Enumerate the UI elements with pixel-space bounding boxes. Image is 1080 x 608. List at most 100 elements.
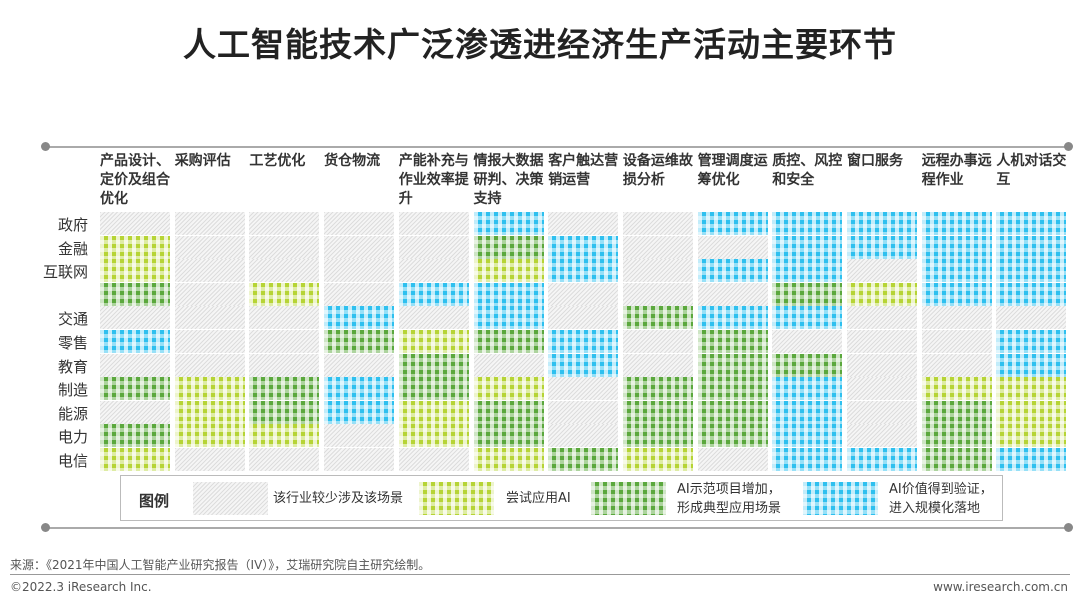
legend-swatch-demo — [591, 482, 666, 515]
row-label: 电力 — [57, 428, 88, 447]
matrix-cell — [697, 306, 768, 330]
matrix-cell — [174, 235, 245, 259]
matrix-cell — [174, 259, 245, 283]
matrix-cell — [996, 282, 1067, 306]
matrix-cell — [772, 424, 843, 448]
divider-dot — [1064, 142, 1073, 151]
matrix-cell — [772, 353, 843, 377]
copyright: ©2022.3 iResearch Inc. — [10, 580, 152, 594]
matrix-cell — [772, 377, 843, 401]
legend: 图例 该行业较少涉及该场景 尝试应用AI AI示范项目增加， 形成典型应用场景 … — [120, 475, 1003, 521]
legend-label-scale-1: AI价值得到验证， — [889, 482, 993, 497]
matrix-cell — [548, 259, 619, 283]
matrix-cell — [174, 424, 245, 448]
matrix-cell — [100, 282, 170, 306]
matrix-cell — [622, 424, 693, 448]
matrix-cell — [622, 306, 693, 330]
matrix-cell — [921, 259, 992, 283]
top-divider — [45, 146, 1068, 148]
matrix-cell — [398, 424, 469, 448]
matrix-cell — [398, 377, 469, 401]
legend-label-demo-2: 形成典型应用场景 — [677, 501, 782, 516]
matrix-cell — [100, 353, 170, 377]
matrix-cell — [996, 330, 1067, 353]
column-header: 窗口服务 — [847, 153, 903, 169]
matrix-cell — [847, 235, 917, 259]
matrix-cell — [174, 448, 245, 471]
matrix-cell — [847, 282, 917, 306]
website-link[interactable]: www.iresearch.com.cn — [933, 580, 1068, 594]
matrix-cell — [249, 282, 320, 306]
column-header: 情报大数据研判、决策支持 — [473, 153, 544, 207]
matrix-cell — [847, 306, 917, 330]
matrix-cell — [473, 212, 544, 235]
matrix-cell — [174, 282, 245, 306]
matrix-cell — [548, 306, 619, 330]
matrix-cell — [249, 259, 320, 283]
matrix-cell — [473, 259, 544, 283]
matrix-cell — [398, 282, 469, 306]
matrix-cell — [100, 330, 170, 353]
column-header: 采购评估 — [174, 153, 231, 169]
row-label: 政府 — [57, 216, 88, 234]
row-label: 零售 — [57, 334, 88, 352]
divider-dot — [41, 142, 50, 151]
matrix-cell — [548, 353, 619, 377]
matrix-cell — [772, 235, 843, 259]
row-label: 金融 — [57, 239, 88, 258]
matrix-cell — [174, 400, 245, 424]
matrix-cell — [398, 259, 469, 283]
matrix-cell — [324, 282, 395, 306]
matrix-cell — [473, 424, 544, 448]
matrix-cell — [921, 235, 992, 259]
legend-label-scale-2: 进入规模化落地 — [889, 501, 981, 516]
source-note: 来源：《2021年中国人工智能产业研究报告（IV）》，艾瑞研究院自主研究绘制。 — [10, 558, 431, 572]
page-title: 人工智能技术广泛渗透进经济生产活动主要环节 — [183, 25, 897, 64]
matrix-cell — [324, 330, 395, 353]
legend-swatch-scale — [803, 482, 878, 515]
row-label: 制造 — [57, 381, 88, 400]
matrix-cell — [249, 400, 320, 424]
matrix-cell — [847, 330, 917, 353]
matrix-cell — [996, 400, 1067, 424]
matrix-cell — [622, 282, 693, 306]
matrix-cell — [697, 330, 768, 353]
column-header: 远程办事远程作业 — [921, 153, 992, 188]
matrix-cell — [249, 424, 320, 448]
matrix-cell — [324, 306, 395, 330]
matrix-cell — [174, 306, 245, 330]
matrix-cell — [398, 235, 469, 259]
matrix-cell — [996, 212, 1067, 235]
matrix-cell — [622, 259, 693, 283]
matrix-cell — [996, 353, 1067, 377]
matrix-cell — [324, 377, 395, 401]
legend-swatch-rare — [193, 482, 268, 515]
matrix-cell — [548, 424, 619, 448]
matrix-cell — [548, 448, 619, 471]
matrix-cell — [473, 330, 544, 353]
matrix-cell — [324, 235, 395, 259]
divider-dot — [41, 523, 50, 532]
column-header: 质控、风控和安全 — [772, 153, 843, 188]
matrix-cell — [847, 377, 917, 401]
matrix-cell — [100, 424, 170, 448]
matrix-cell — [324, 448, 395, 471]
column-header: 产能补充与作业效率提升 — [398, 153, 469, 207]
matrix-cell — [548, 212, 619, 235]
matrix-cell — [249, 377, 320, 401]
matrix-cell — [174, 377, 245, 401]
matrix-cell — [921, 353, 992, 377]
matrix-cell — [847, 212, 917, 235]
column-header: 管理调度运筹优化 — [697, 153, 768, 188]
matrix-cell — [697, 424, 768, 448]
matrix-cell — [921, 306, 992, 330]
column-header: 设备运维故损分析 — [622, 153, 693, 188]
matrix-cell — [398, 400, 469, 424]
matrix-cell — [921, 448, 992, 471]
matrix-cell — [324, 259, 395, 283]
matrix-cell — [697, 377, 768, 401]
matrix-cell — [174, 330, 245, 353]
legend-title: 图例 — [139, 492, 170, 510]
column-header: 客户触达营销运营 — [548, 153, 619, 188]
matrix-cell — [398, 353, 469, 377]
